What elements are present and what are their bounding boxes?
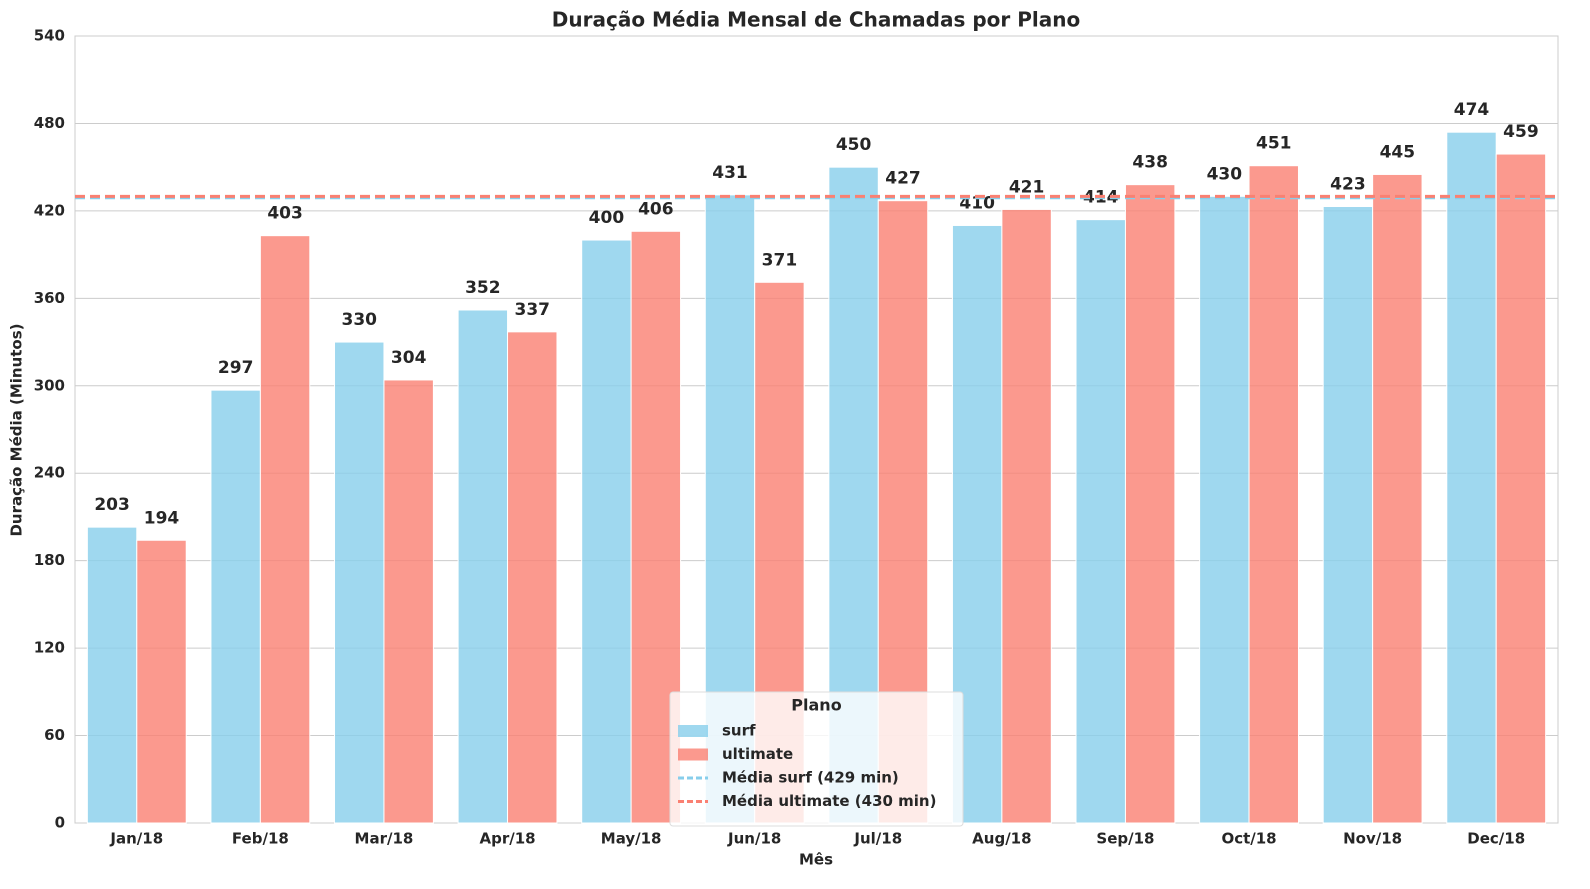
x-tick-label: Oct/18 [1221, 830, 1276, 848]
x-tick-label: Feb/18 [232, 830, 289, 848]
x-tick-label: Nov/18 [1343, 830, 1402, 848]
data-label: 297 [218, 358, 254, 378]
data-label: 304 [391, 348, 427, 368]
x-axis-label: Mês [799, 851, 833, 869]
x-tick-label: Mar/18 [355, 830, 414, 848]
y-tick-label: 420 [34, 201, 65, 219]
data-label: 371 [762, 250, 798, 270]
bar [1322, 206, 1374, 824]
legend-label: ultimate [722, 745, 793, 763]
data-label: 423 [1330, 175, 1366, 195]
data-label: 459 [1503, 122, 1539, 142]
x-tick-label: Aug/18 [972, 830, 1031, 848]
x-tick-label: Dec/18 [1467, 830, 1525, 848]
legend-title: Plano [791, 696, 841, 715]
x-tick-label: Sep/18 [1096, 830, 1154, 848]
data-label: 438 [1132, 153, 1168, 173]
y-tick-label: 180 [34, 551, 65, 569]
x-tick-label: Jun/18 [727, 830, 781, 848]
x-tick-label: Jul/18 [853, 830, 902, 848]
y-tick-label: 240 [34, 464, 65, 482]
bar [581, 239, 632, 824]
data-label: 421 [1009, 177, 1045, 197]
legend-swatch [678, 748, 708, 761]
bar [457, 309, 509, 824]
bar [1199, 195, 1250, 824]
y-tick-label: 540 [34, 27, 65, 45]
legend-label: Média ultimate (430 min) [722, 792, 936, 810]
bar [259, 235, 311, 824]
chart-title: Duração Média Mensal de Chamadas por Pla… [552, 8, 1080, 32]
legend-swatch [678, 725, 708, 737]
bar [1446, 131, 1497, 824]
data-label: 194 [144, 508, 180, 528]
bar [1075, 219, 1126, 824]
x-tick-label: Jan/18 [109, 830, 163, 848]
data-label: 451 [1256, 134, 1292, 154]
legend-label: Média surf (429 min) [722, 769, 899, 787]
bar [136, 539, 187, 824]
data-label: 400 [589, 208, 625, 228]
y-tick-label: 360 [34, 289, 65, 307]
data-label: 203 [94, 495, 130, 515]
data-label: 430 [1207, 164, 1243, 184]
data-label: 431 [712, 163, 748, 183]
y-tick-label: 0 [55, 814, 65, 832]
legend-box [669, 691, 964, 827]
y-tick-label: 120 [34, 639, 65, 657]
bar [1124, 184, 1176, 824]
bar [507, 331, 558, 824]
bar [1248, 165, 1299, 824]
data-label: 403 [267, 204, 303, 224]
legend-label: surf [722, 722, 756, 740]
data-label: 406 [638, 199, 674, 219]
bar [210, 389, 261, 824]
bar [1495, 153, 1547, 824]
y-tick-label: 60 [44, 726, 65, 744]
data-label: 330 [341, 310, 377, 330]
bar [334, 341, 385, 824]
x-tick-label: May/18 [601, 830, 662, 848]
y-tick-label: 300 [34, 376, 65, 394]
data-label: 337 [515, 300, 551, 320]
x-tick-label: Apr/18 [479, 830, 535, 848]
bar [86, 526, 138, 824]
bar [1001, 208, 1052, 824]
data-label: 427 [885, 169, 921, 189]
data-label: 352 [465, 278, 501, 298]
y-axis-label: Duração Média (Minutos) [8, 323, 26, 536]
bar [1372, 173, 1423, 824]
data-label: 445 [1380, 142, 1416, 162]
y-tick-label: 480 [34, 114, 65, 132]
bar [383, 379, 434, 824]
data-label: 474 [1454, 100, 1490, 120]
data-label: 450 [836, 135, 872, 155]
